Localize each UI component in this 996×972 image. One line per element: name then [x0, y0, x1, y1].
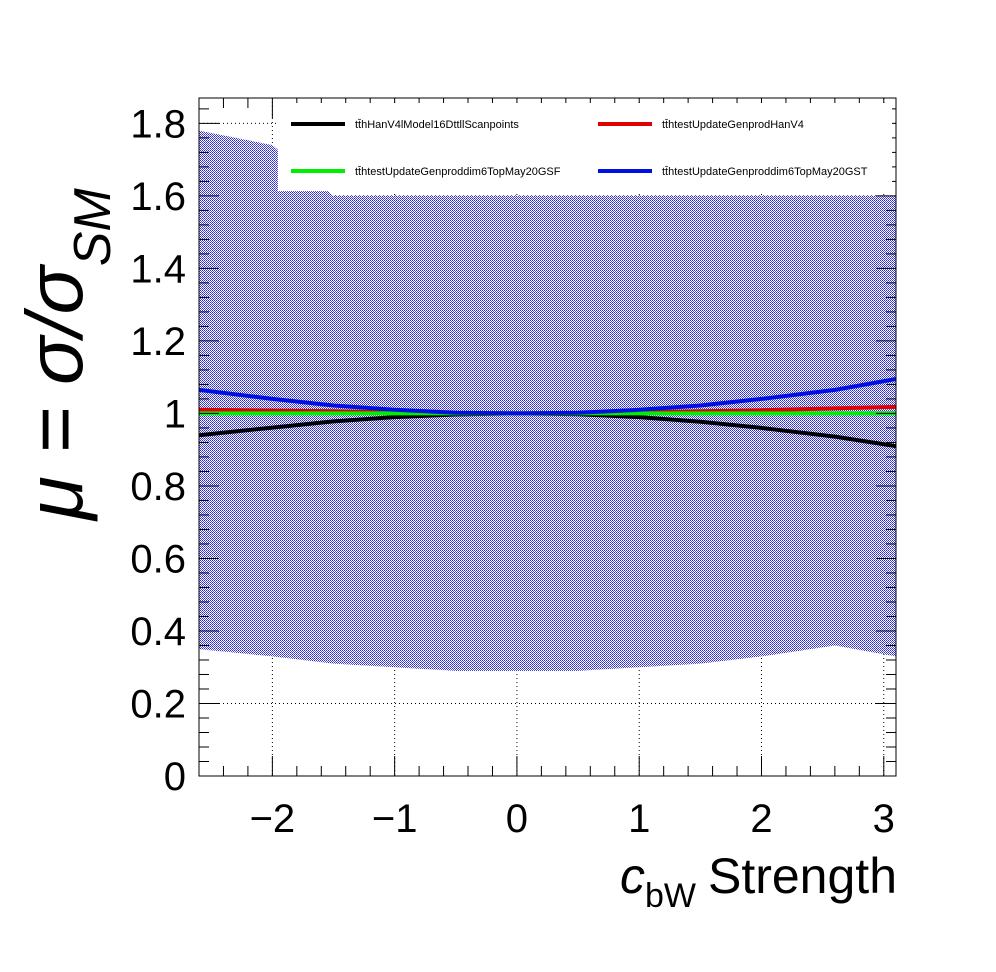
x-tick-label: 0 — [506, 797, 528, 841]
x-tick-label: −1 — [372, 797, 418, 841]
y-tick-label: 0 — [164, 755, 186, 799]
y-axis-label: μ = σ/σ — [10, 264, 99, 522]
y-tick-label: 1.4 — [130, 247, 186, 291]
y-tick-label: 0.2 — [130, 682, 186, 726]
x-tick-label: 3 — [873, 797, 895, 841]
y-tick-label: 1.8 — [130, 102, 186, 146]
y-tick-labels: 0 0.2 0.4 0.6 0.8 1 1.2 1.4 1.6 1.8 — [130, 102, 186, 799]
y-tick-label: 0.4 — [130, 610, 186, 654]
y-axis-subscript: SM — [64, 188, 122, 267]
y-tick-label: 1 — [164, 392, 186, 436]
x-tick-label: −2 — [250, 797, 296, 841]
x-tick-label: 1 — [628, 797, 650, 841]
x-axis-label: Strength — [708, 848, 897, 904]
x-axis-subscript: bW — [645, 877, 696, 915]
y-tick-label: 1.2 — [130, 320, 186, 364]
legend-label-3: tt̄htestUpdateGenproddim6TopMay20GST — [662, 166, 868, 178]
band-area — [199, 130, 896, 671]
legend: tt̄hHanV4lModel16DttllScanpoints tt̄htes… — [278, 103, 892, 191]
x-tick-label: 2 — [750, 797, 772, 841]
x-axis-title: cbW Strength — [620, 848, 897, 915]
legend-box — [278, 103, 892, 191]
series-lines — [199, 377, 896, 449]
y-tick-label: 1.6 — [130, 175, 186, 219]
x-tick-labels: −2 −1 0 1 2 3 — [250, 797, 895, 841]
y-tick-label: 0.6 — [130, 537, 186, 581]
legend-label-1: tt̄htestUpdateGenprodHanV4 — [662, 119, 804, 131]
plot-frame — [198, 97, 897, 777]
legend-label-0: tt̄hHanV4lModel16DttllScanpoints — [355, 119, 519, 131]
y-axis-title: μ = σ/σSM — [10, 188, 122, 522]
uncertainty-band — [199, 130, 896, 671]
series-line-3 — [199, 377, 896, 416]
x-axis-symbol: c — [620, 848, 645, 904]
y-tick-label: 0.8 — [130, 465, 186, 509]
legend-label-2: tt̄htestUpdateGenproddim6TopMay20GSF — [355, 166, 561, 178]
